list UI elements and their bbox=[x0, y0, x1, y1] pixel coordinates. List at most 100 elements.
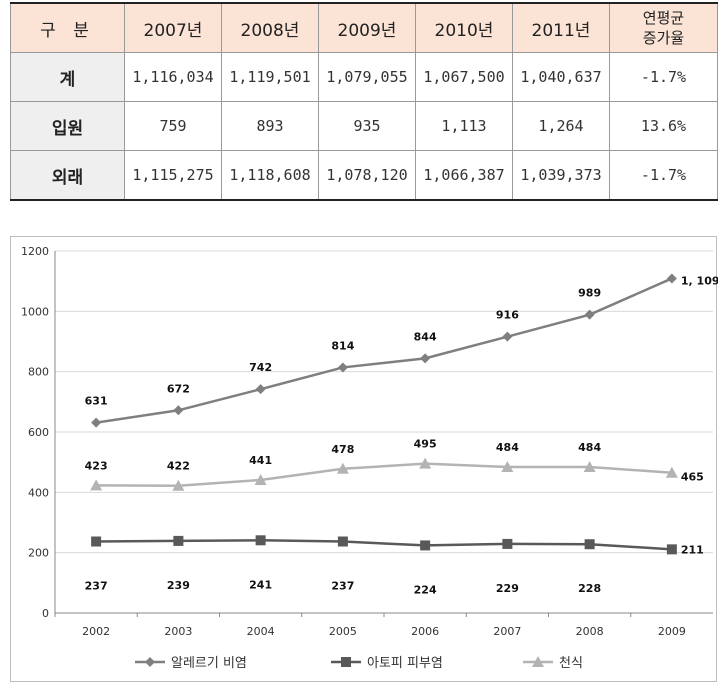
data-point-marker bbox=[584, 309, 595, 320]
y-tick-label: 1200 bbox=[21, 245, 49, 258]
x-tick-label: 2007 bbox=[493, 625, 521, 638]
data-point-marker bbox=[666, 544, 677, 555]
data-label: 239 bbox=[167, 579, 190, 592]
legend-marker bbox=[341, 657, 351, 667]
data-point-marker bbox=[665, 466, 678, 478]
table-cell: 1,116,034 bbox=[124, 52, 222, 102]
growth-cell: 13.6% bbox=[609, 101, 718, 151]
table-cell: 1,040,637 bbox=[512, 52, 610, 102]
statistics-table: 구 분 2007년 2008년 2009년 2010년 2011년 연평균 증가… bbox=[10, 2, 718, 201]
table-cell: 759 bbox=[124, 101, 222, 151]
table-cell: 1,039,373 bbox=[512, 150, 610, 201]
growth-header-line2: 증가율 bbox=[642, 29, 685, 47]
table-cell: 1,119,501 bbox=[221, 52, 319, 102]
table-row: 계 1,116,034 1,119,501 1,079,055 1,067,50… bbox=[10, 52, 718, 102]
series-line-2 bbox=[96, 539, 672, 551]
chart-canvas: 0 200 400 600 800 1000 1200 2002 2003 2004 2005 200… bbox=[21, 245, 718, 671]
data-label: 989 bbox=[578, 287, 601, 300]
data-point-marker bbox=[91, 417, 102, 428]
table-cell: 1,067,500 bbox=[415, 52, 513, 102]
x-tick-label: 2008 bbox=[576, 625, 604, 638]
y-tick-label: 1000 bbox=[21, 305, 49, 318]
table-cell: 1,264 bbox=[512, 101, 610, 151]
series-line-3 bbox=[96, 462, 672, 487]
data-point-marker bbox=[583, 460, 596, 472]
data-label: 478 bbox=[331, 443, 354, 456]
data-label: 241 bbox=[249, 578, 272, 591]
table-cell: 1,079,055 bbox=[318, 52, 416, 102]
x-tick-label: 2009 bbox=[658, 625, 686, 638]
data-point-marker bbox=[666, 273, 677, 284]
data-label: 1, 109 bbox=[681, 274, 718, 287]
legend-marker bbox=[145, 657, 155, 667]
growth-cell: -1.7% bbox=[609, 150, 718, 201]
data-label: 916 bbox=[496, 309, 519, 322]
data-label: 742 bbox=[249, 361, 272, 374]
y-tick-label: 600 bbox=[28, 426, 49, 439]
data-point-marker bbox=[337, 362, 348, 373]
data-point-marker bbox=[255, 384, 266, 395]
data-label: 229 bbox=[496, 582, 519, 595]
y-tick-label: 0 bbox=[42, 607, 49, 620]
table-cell: 1,078,120 bbox=[318, 150, 416, 201]
data-point-marker bbox=[502, 538, 513, 549]
data-label: 484 bbox=[578, 441, 601, 454]
table-cell: 1,066,387 bbox=[415, 150, 513, 201]
data-point-marker bbox=[420, 353, 431, 364]
table-cell: 1,118,608 bbox=[221, 150, 319, 201]
data-label: 814 bbox=[331, 339, 354, 352]
legend-marker bbox=[532, 656, 544, 667]
data-point-marker bbox=[254, 473, 267, 485]
data-point-marker bbox=[419, 457, 432, 469]
table-cell: 1,113 bbox=[415, 101, 513, 151]
row-label-inpatient: 입원 bbox=[10, 101, 125, 151]
data-label: 441 bbox=[249, 454, 272, 467]
data-label: 465 bbox=[681, 471, 704, 484]
table-cell: 1,115,275 bbox=[124, 150, 222, 201]
data-label: 237 bbox=[85, 580, 108, 593]
data-point-marker bbox=[336, 462, 349, 474]
line-chart: 0 200 400 600 800 1000 1200 2002 2003 2004 2005 200… bbox=[10, 236, 718, 682]
x-tick-label: 2002 bbox=[82, 625, 110, 638]
data-point-marker bbox=[501, 460, 514, 472]
data-point-marker bbox=[502, 331, 513, 342]
year-header: 2008년 bbox=[221, 2, 319, 53]
growth-header-line1: 연평균 bbox=[642, 9, 685, 27]
data-label: 484 bbox=[496, 441, 519, 454]
data-point-marker bbox=[337, 536, 348, 547]
table-cell: 935 bbox=[318, 101, 416, 151]
data-label: 211 bbox=[681, 543, 704, 556]
data-point-marker bbox=[584, 539, 595, 550]
table-row: 외래 1,115,275 1,118,608 1,078,120 1,066,3… bbox=[10, 150, 718, 201]
y-tick-label: 400 bbox=[28, 486, 49, 499]
table-corner-header: 구 분 bbox=[10, 2, 125, 53]
legend-label: 아토피 피부염 bbox=[367, 656, 443, 671]
data-point-marker bbox=[420, 540, 431, 551]
year-header: 2007년 bbox=[124, 2, 222, 53]
year-header: 2009년 bbox=[318, 2, 416, 53]
data-label: 224 bbox=[414, 583, 437, 596]
row-label-outpatient: 외래 bbox=[10, 150, 125, 201]
data-point-marker bbox=[90, 479, 103, 491]
legend-label: 천식 bbox=[559, 656, 583, 671]
table-row: 입원 759 893 935 1,113 1,264 13.6% bbox=[10, 101, 718, 151]
x-tick-label: 2006 bbox=[411, 625, 439, 638]
y-tick-label: 800 bbox=[28, 366, 49, 379]
data-label: 672 bbox=[167, 382, 190, 395]
year-header: 2010년 bbox=[415, 2, 513, 53]
x-tick-label: 2005 bbox=[329, 625, 357, 638]
data-label: 495 bbox=[414, 438, 437, 451]
x-tick-label: 2003 bbox=[164, 625, 192, 638]
data-label: 228 bbox=[578, 582, 601, 595]
data-label: 631 bbox=[85, 395, 108, 408]
table-header-row: 구 분 2007년 2008년 2009년 2010년 2011년 연평균 증가… bbox=[10, 2, 718, 53]
y-tick-label: 200 bbox=[28, 547, 49, 560]
data-point-marker bbox=[255, 535, 266, 546]
data-label: 422 bbox=[167, 460, 190, 473]
data-point-marker bbox=[172, 479, 185, 491]
growth-cell: -1.7% bbox=[609, 52, 718, 102]
data-point-marker bbox=[91, 536, 102, 547]
data-label: 423 bbox=[85, 459, 108, 472]
data-label: 237 bbox=[331, 580, 354, 593]
legend-label: 알레르기 비염 bbox=[171, 656, 247, 671]
